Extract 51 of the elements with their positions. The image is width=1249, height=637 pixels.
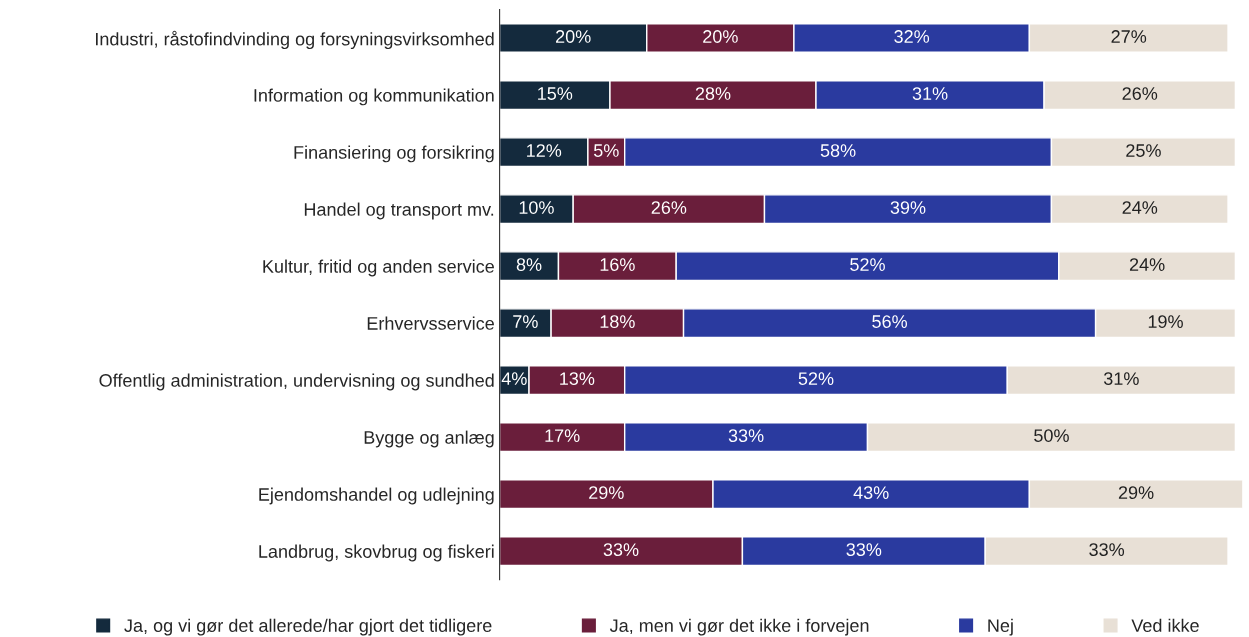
y-tick-label: Landbrug, skovbrug og fiskeri	[259, 544, 494, 562]
data-label: 33%	[1089, 543, 1125, 557]
data-label: 27%	[1111, 30, 1147, 43]
legend-label: Ved ikke	[1131, 618, 1199, 632]
legend-label: Ja, og vi gør det allerede/har gjort det tidligere	[124, 618, 492, 636]
y-tick-label: Kultur, fritid og anden service	[263, 259, 494, 277]
data-label: 8%	[516, 258, 542, 271]
data-label: 19%	[1148, 315, 1183, 328]
data-label: 20%	[703, 30, 738, 43]
data-label: 25%	[1126, 144, 1161, 157]
y-tick-label: Erhvervsservice	[367, 316, 494, 330]
data-label: 31%	[1103, 372, 1139, 385]
data-label: 10%	[519, 201, 554, 214]
data-label: 13%	[560, 372, 595, 385]
data-label: 29%	[1118, 486, 1154, 499]
data-label: 52%	[798, 372, 834, 385]
data-label: 33%	[846, 543, 882, 557]
y-tick-label: Finansiering og forsikring	[294, 145, 494, 163]
data-label: 18%	[600, 315, 635, 328]
data-label: 24%	[1122, 201, 1158, 214]
y-tick-label: Information og kommunikation	[254, 88, 494, 106]
data-label: 50%	[1034, 429, 1069, 442]
data-label: 43%	[853, 486, 889, 499]
legend-label: Nej	[988, 618, 1013, 636]
data-label: 39%	[890, 201, 926, 214]
y-tick-label: Bygge og anlæg	[364, 430, 494, 448]
data-label: 20%	[556, 30, 591, 43]
data-label: 52%	[850, 258, 885, 271]
data-label: 31%	[912, 87, 948, 100]
data-label: 17%	[545, 429, 580, 442]
data-label: 4%	[501, 372, 527, 385]
y-tick-label: Handel og transport mv.	[304, 202, 494, 220]
data-label: 5%	[593, 144, 619, 157]
y-tick-label: Offentlig administration, undervisning og sundhed	[99, 373, 494, 391]
data-label: 15%	[538, 87, 573, 100]
data-label: 33%	[603, 543, 639, 557]
data-label: 33%	[728, 429, 764, 442]
legend-label: Ja, men vi gør det ikke i forvejen	[609, 618, 869, 636]
data-label: 56%	[872, 315, 907, 328]
data-label: 26%	[651, 201, 687, 214]
data-label: 12%	[527, 144, 562, 157]
data-label: 7%	[513, 315, 538, 328]
data-label: 28%	[695, 87, 731, 100]
data-label: 26%	[1122, 87, 1158, 100]
data-label: 24%	[1129, 258, 1165, 271]
y-tick-label: Industri, råstofindvinding og forsyningsvirksomhed	[96, 30, 494, 50]
y-tick-label: Ejendomshandel og udlejning	[259, 487, 494, 505]
data-label: 32%	[894, 30, 930, 43]
data-label: 16%	[600, 258, 635, 271]
data-label: 58%	[820, 144, 856, 157]
data-label: 29%	[589, 486, 624, 499]
